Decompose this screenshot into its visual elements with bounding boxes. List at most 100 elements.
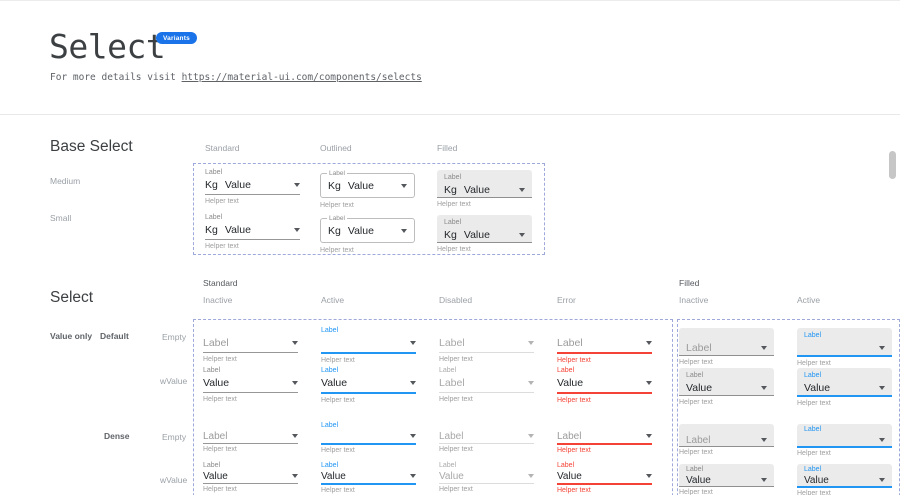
select-field[interactable]: Label Value Helper text [557,366,652,404]
select-floating-label: Label [321,327,339,334]
select-adornment: Kg [444,183,457,196]
select-value: Value [463,228,490,241]
select-box: Label Kg Value [320,170,415,198]
dropdown-arrow-icon[interactable] [410,474,416,478]
select-field[interactable]: Label Value Helper text [797,462,892,495]
select-field[interactable]: Label Value Helper text [557,462,652,494]
select-field[interactable]: Label Helper text [797,422,892,457]
dropdown-arrow-icon[interactable] [519,232,525,237]
select-value: Value [347,224,374,237]
page-title: Select [49,27,166,66]
dropdown-arrow-icon[interactable] [646,340,652,345]
select-underline [205,194,300,195]
dropdown-arrow-icon[interactable] [761,385,767,390]
select-helper-text: Helper text [797,400,831,407]
select-field[interactable]: Label Label Helper text [439,366,534,403]
select-field[interactable]: Label Value Helper text [679,462,774,495]
select-box: Label Value [557,462,652,482]
select-box: Label Kg Value [437,170,532,198]
select-field[interactable]: Label Value Helper text [679,366,774,406]
select-underline [203,483,298,484]
select-value: Label [686,434,711,446]
dropdown-arrow-icon[interactable] [401,183,407,188]
select-field[interactable]: Label Value Helper text [203,462,298,493]
select-box: Label Label [439,366,534,390]
dropdown-arrow-icon[interactable] [528,380,534,385]
select-value-row: Kg Value [205,177,300,192]
dropdown-arrow-icon[interactable] [761,478,767,482]
select-adornment: Kg [205,223,218,236]
select-box: Label Value [797,368,892,397]
select-floating-label: Label [439,462,457,469]
select-field[interactable]: Label Kg Value Helper text [205,168,300,205]
select-field[interactable]: Label Value Helper text [321,366,416,404]
select-value: Value [203,470,228,482]
subcolumn-filled-active: Active [797,295,821,305]
select-value-row: Value [686,474,767,486]
dropdown-arrow-icon[interactable] [292,434,298,438]
dropdown-arrow-icon[interactable] [879,478,885,482]
select-underline [557,352,652,354]
select-helper-text: Helper text [439,446,473,453]
select-floating-label: Label [804,426,822,433]
select-helper-text: Helper text [321,447,355,454]
dropdown-arrow-icon[interactable] [410,340,416,345]
select-floating-label: Label [557,367,575,374]
select-field[interactable]: Label Helper text [557,326,652,364]
subcolumn-standard-error: Error [557,295,576,305]
dropdown-arrow-icon[interactable] [292,474,298,478]
select-helper-text: Helper text [439,396,473,403]
select-field[interactable]: Label Helper text [439,326,534,363]
select-floating-label: Label [804,466,822,473]
select-field[interactable]: Label Helper text [679,422,774,456]
dropdown-arrow-icon[interactable] [292,340,298,345]
select-field[interactable]: Label Value Helper text [203,366,298,403]
select-value: Label [557,430,582,442]
select-field[interactable]: Label Value Helper text [797,366,892,407]
dropdown-arrow-icon[interactable] [879,385,885,390]
select-field[interactable]: Label Kg Value Helper text [320,168,415,209]
variants-badge[interactable]: Variants [156,32,197,44]
select-field[interactable]: Label Helper text [321,326,416,364]
select-field[interactable]: Label Helper text [679,326,774,366]
dropdown-arrow-icon[interactable] [294,227,300,232]
dropdown-arrow-icon[interactable] [401,228,407,233]
scrollbar-thumb[interactable] [889,151,896,179]
select-field[interactable]: Label Helper text [203,422,298,453]
select-field[interactable]: Label Helper text [557,422,652,454]
select-field[interactable]: Label Helper text [203,326,298,363]
select-field[interactable]: Label Kg Value Helper text [437,213,532,253]
select-field[interactable]: Label Value Helper text [439,462,534,493]
dropdown-arrow-icon[interactable] [292,380,298,385]
dropdown-arrow-icon[interactable] [646,380,652,385]
group-header-standard: Standard [203,278,238,288]
dropdown-arrow-icon[interactable] [879,438,885,442]
select-field[interactable]: Label Value Helper text [321,462,416,494]
select-floating-label: Label [444,174,462,181]
select-field[interactable]: Label Helper text [439,422,534,453]
select-underline [439,392,534,393]
dropdown-arrow-icon[interactable] [528,434,534,438]
select-field[interactable]: Label Kg Value Helper text [205,213,300,250]
dropdown-arrow-icon[interactable] [761,438,767,442]
dropdown-arrow-icon[interactable] [410,380,416,385]
dropdown-arrow-icon[interactable] [410,434,416,438]
select-field[interactable]: Label Helper text [321,422,416,454]
select-value-row: Label [557,335,652,350]
select-box: Label [439,326,534,350]
select-value-row: Label [439,335,534,350]
docs-link[interactable]: https://material-ui.com/components/selec… [181,72,422,83]
dropdown-arrow-icon[interactable] [761,345,767,350]
dropdown-arrow-icon[interactable] [646,474,652,478]
select-helper-text: Helper text [205,243,239,250]
dropdown-arrow-icon[interactable] [879,345,885,350]
select-field[interactable]: Label Kg Value Helper text [320,213,415,254]
dropdown-arrow-icon[interactable] [528,474,534,478]
select-field[interactable]: Label Helper text [797,326,892,367]
dropdown-arrow-icon[interactable] [646,434,652,438]
select-field[interactable]: Label Kg Value Helper text [437,168,532,208]
select-underline [203,443,298,444]
dropdown-arrow-icon[interactable] [528,340,534,345]
dropdown-arrow-icon[interactable] [294,182,300,187]
dropdown-arrow-icon[interactable] [519,187,525,192]
